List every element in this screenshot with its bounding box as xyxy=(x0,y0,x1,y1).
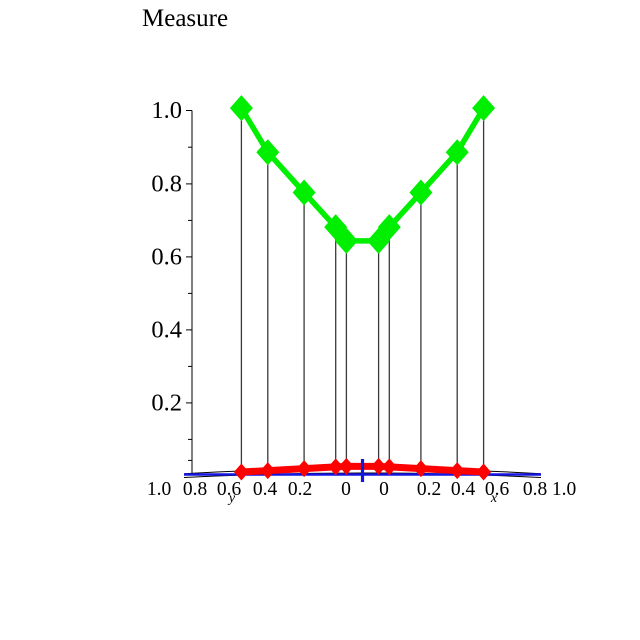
svg-text:1.0: 1.0 xyxy=(151,97,182,124)
svg-text:0.4: 0.4 xyxy=(151,317,182,344)
svg-text:0: 0 xyxy=(379,479,389,500)
svg-text:0.4: 0.4 xyxy=(253,479,278,500)
svg-text:x: x xyxy=(490,491,498,506)
svg-text:0.8: 0.8 xyxy=(183,479,207,500)
svg-text:y: y xyxy=(227,491,236,506)
svg-text:1.0: 1.0 xyxy=(552,479,576,500)
svg-text:0.2: 0.2 xyxy=(288,479,312,500)
svg-text:0.8: 0.8 xyxy=(523,479,547,500)
svg-text:0.6: 0.6 xyxy=(151,244,182,271)
svg-text:0.8: 0.8 xyxy=(151,171,182,198)
svg-text:0.6: 0.6 xyxy=(485,479,510,500)
svg-text:0.4: 0.4 xyxy=(451,479,476,500)
svg-text:1.0: 1.0 xyxy=(147,479,171,500)
svg-text:0.2: 0.2 xyxy=(417,479,441,500)
svg-text:0: 0 xyxy=(341,479,351,500)
svg-text:0.2: 0.2 xyxy=(151,390,182,417)
